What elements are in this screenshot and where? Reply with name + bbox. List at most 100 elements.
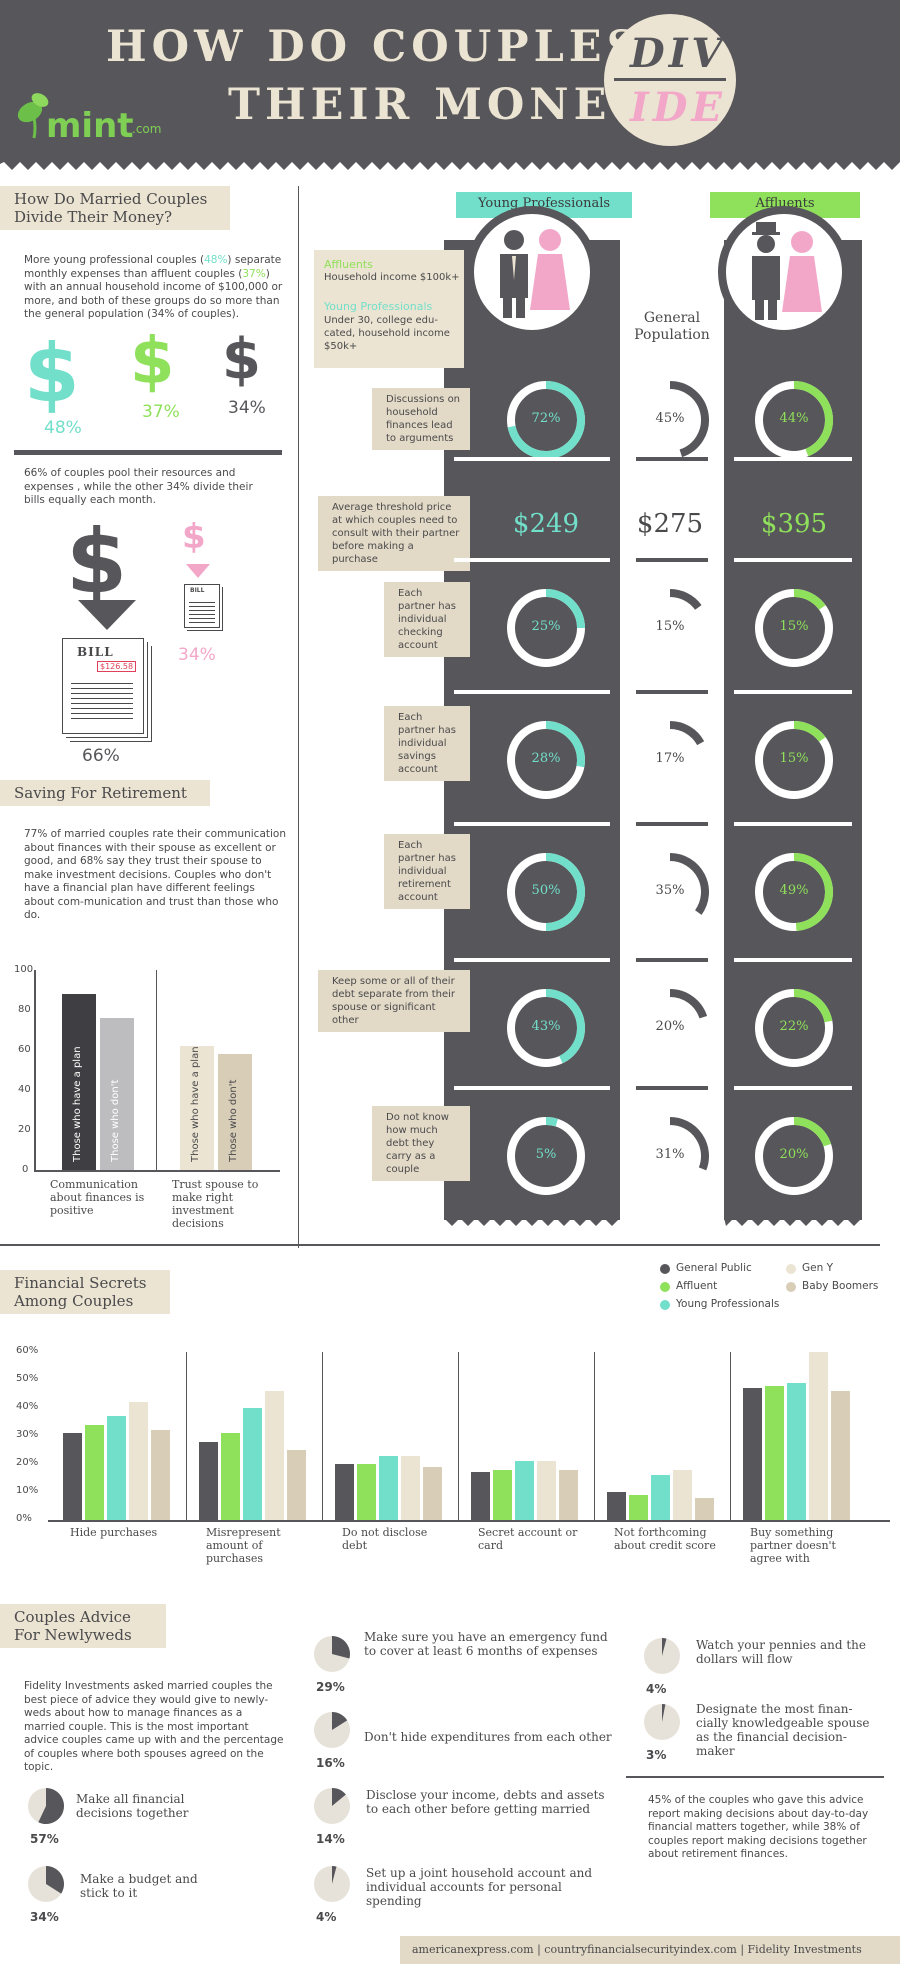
advice-text: Don't hide expenditures from each other [364,1730,612,1744]
bar [218,1054,252,1170]
ring-general [669,381,709,458]
row-label: Each partner has individual savings acco… [384,706,470,781]
ytick: 0 [22,1164,29,1175]
bar [695,1497,714,1520]
header-zigzag [0,160,900,170]
legend-swatch [660,1282,670,1292]
footer-sources: americanexpress.com | countryfinancialse… [412,1943,862,1956]
row-divider [734,1086,852,1090]
divide-circle: DIV IDE [604,14,736,146]
ytick: 30% [16,1429,39,1440]
legend-label: General Public [676,1262,752,1274]
advice-pct: 57% [30,1832,59,1846]
ytick: 80 [18,1004,31,1015]
bar [62,994,96,1170]
ring-young [507,589,585,667]
arrow-down-icon [78,600,136,630]
logo-suffix: .com [132,122,162,136]
legend-swatch [786,1264,796,1274]
pct-affluent: 37% [142,402,180,422]
pct-young: 28% [531,751,561,766]
bar [493,1469,512,1520]
bar [537,1461,556,1520]
pie-icon [314,1788,350,1824]
leaf-icon [17,93,49,139]
married-paragraph: More young professional couples (48%) se… [24,254,286,322]
bar [243,1408,262,1520]
pct-young: 43% [531,1019,561,1034]
bar [357,1464,376,1520]
pct-split: 34% [178,645,216,665]
ytick: 0% [16,1513,32,1524]
pie-icon [28,1866,64,1902]
legend-affluent-title: Affluents [324,258,373,271]
category-label: Not forthcoming about credit score [614,1526,716,1552]
ytick: 10% [16,1485,39,1496]
pool-paragraph: 66% of couples pool their resources and … [24,467,253,506]
bar [559,1469,578,1520]
pct-affluent: 44% [779,411,809,426]
pct-general: 45% [655,411,685,426]
pct-affluent: 20% [779,1147,809,1162]
divide-line [614,78,726,81]
bar [673,1469,692,1520]
legend-young-title: Young Professionals [324,300,433,313]
bar [401,1455,420,1520]
married-heading-line-2: Divide Their Money? [14,208,173,226]
bar [63,1433,82,1520]
para-part: More young professional couples ( [24,254,205,266]
bar [787,1382,806,1520]
bill-small-icon: BILL [184,584,220,628]
group-divider [156,970,157,1170]
legend-label: Gen Y [802,1262,834,1274]
group-divider [458,1352,459,1520]
bar [151,1430,170,1520]
category-label: Hide purchases [70,1526,158,1539]
bar [515,1461,534,1520]
row-divider [636,558,708,562]
column-affluent [724,240,862,1220]
ytick: 20 [18,1124,31,1135]
pct-general: 31% [655,1147,685,1162]
legend-label: Young Professionals [676,1298,780,1310]
secrets-heading-line-2: Among Couples [14,1292,134,1310]
bill-large-icon: BILL $126.58 [62,638,144,734]
pie-icon [644,1638,680,1674]
ring-general [669,989,708,1019]
bar [809,1352,828,1520]
x-axis [48,1520,890,1522]
column-zigzag [444,1214,620,1226]
bill-amount: $126.58 [97,661,137,672]
advice-pct: 34% [30,1910,59,1924]
bar [607,1492,626,1520]
ring-affluent [755,589,833,667]
pie-icon [314,1636,350,1672]
row-divider [734,457,852,461]
young-couple-icon [466,206,598,338]
pct-young: 48% [44,418,82,438]
section-divider [0,1244,880,1246]
category-label: Communication about finances is positive [50,1178,145,1217]
ring-affluent [755,381,833,459]
spacer [0,1584,880,1586]
category-label: Misrepresent amount of purchases [206,1526,281,1565]
bar [180,1046,214,1170]
bar [379,1455,398,1520]
pct-pool: 66% [82,746,120,766]
advice-pct: 14% [316,1832,345,1846]
ring-affluent [755,721,833,799]
advice-text: Designate the most finan-cially knowledg… [696,1702,870,1758]
bar-label: Those who have a plan [72,1046,83,1162]
ring-young [507,381,585,459]
group-divider [730,1352,731,1520]
pie-icon [314,1866,350,1902]
bar [765,1385,784,1520]
advice-pct: 3% [646,1748,667,1762]
bar [651,1475,670,1520]
ytick: 40% [16,1401,39,1412]
dollar-young-icon: $ [24,327,80,420]
row-divider [734,822,852,826]
mint-logo: mint .com [14,88,161,146]
divider [14,450,282,455]
row-label: Keep some or all of their debt separate … [318,970,470,1032]
